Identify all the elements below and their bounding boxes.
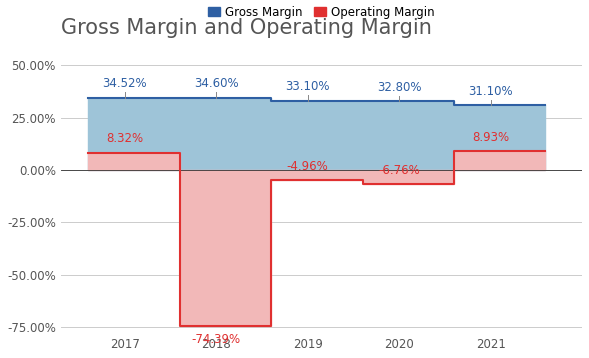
Text: -6.76%: -6.76% xyxy=(378,164,420,177)
Text: 8.93%: 8.93% xyxy=(472,131,509,144)
Text: 31.10%: 31.10% xyxy=(468,84,513,97)
Text: 34.60%: 34.60% xyxy=(194,77,239,90)
Text: -74.39%: -74.39% xyxy=(191,333,241,346)
Text: 32.80%: 32.80% xyxy=(377,81,421,94)
Text: 34.52%: 34.52% xyxy=(102,77,147,90)
Text: 8.32%: 8.32% xyxy=(106,132,143,145)
Text: Gross Margin and Operating Margin: Gross Margin and Operating Margin xyxy=(61,18,432,38)
Text: -4.96%: -4.96% xyxy=(287,160,329,173)
Text: 33.10%: 33.10% xyxy=(286,80,330,93)
Legend: Gross Margin, Operating Margin: Gross Margin, Operating Margin xyxy=(209,6,434,19)
